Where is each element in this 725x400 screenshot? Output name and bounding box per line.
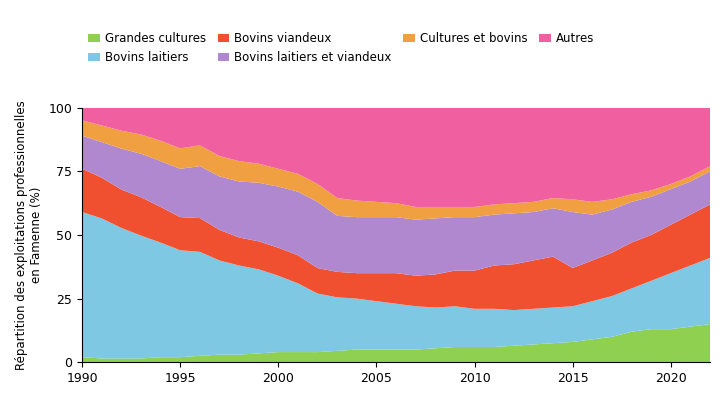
Legend: Grandes cultures, Bovins laitiers, Bovins viandeux, Bovins laitiers et viandeux,: Grandes cultures, Bovins laitiers, Bovin… [88,32,594,64]
Y-axis label: Répartition des exploitations professionnelles
en Famenne (%): Répartition des exploitations profession… [15,100,43,370]
